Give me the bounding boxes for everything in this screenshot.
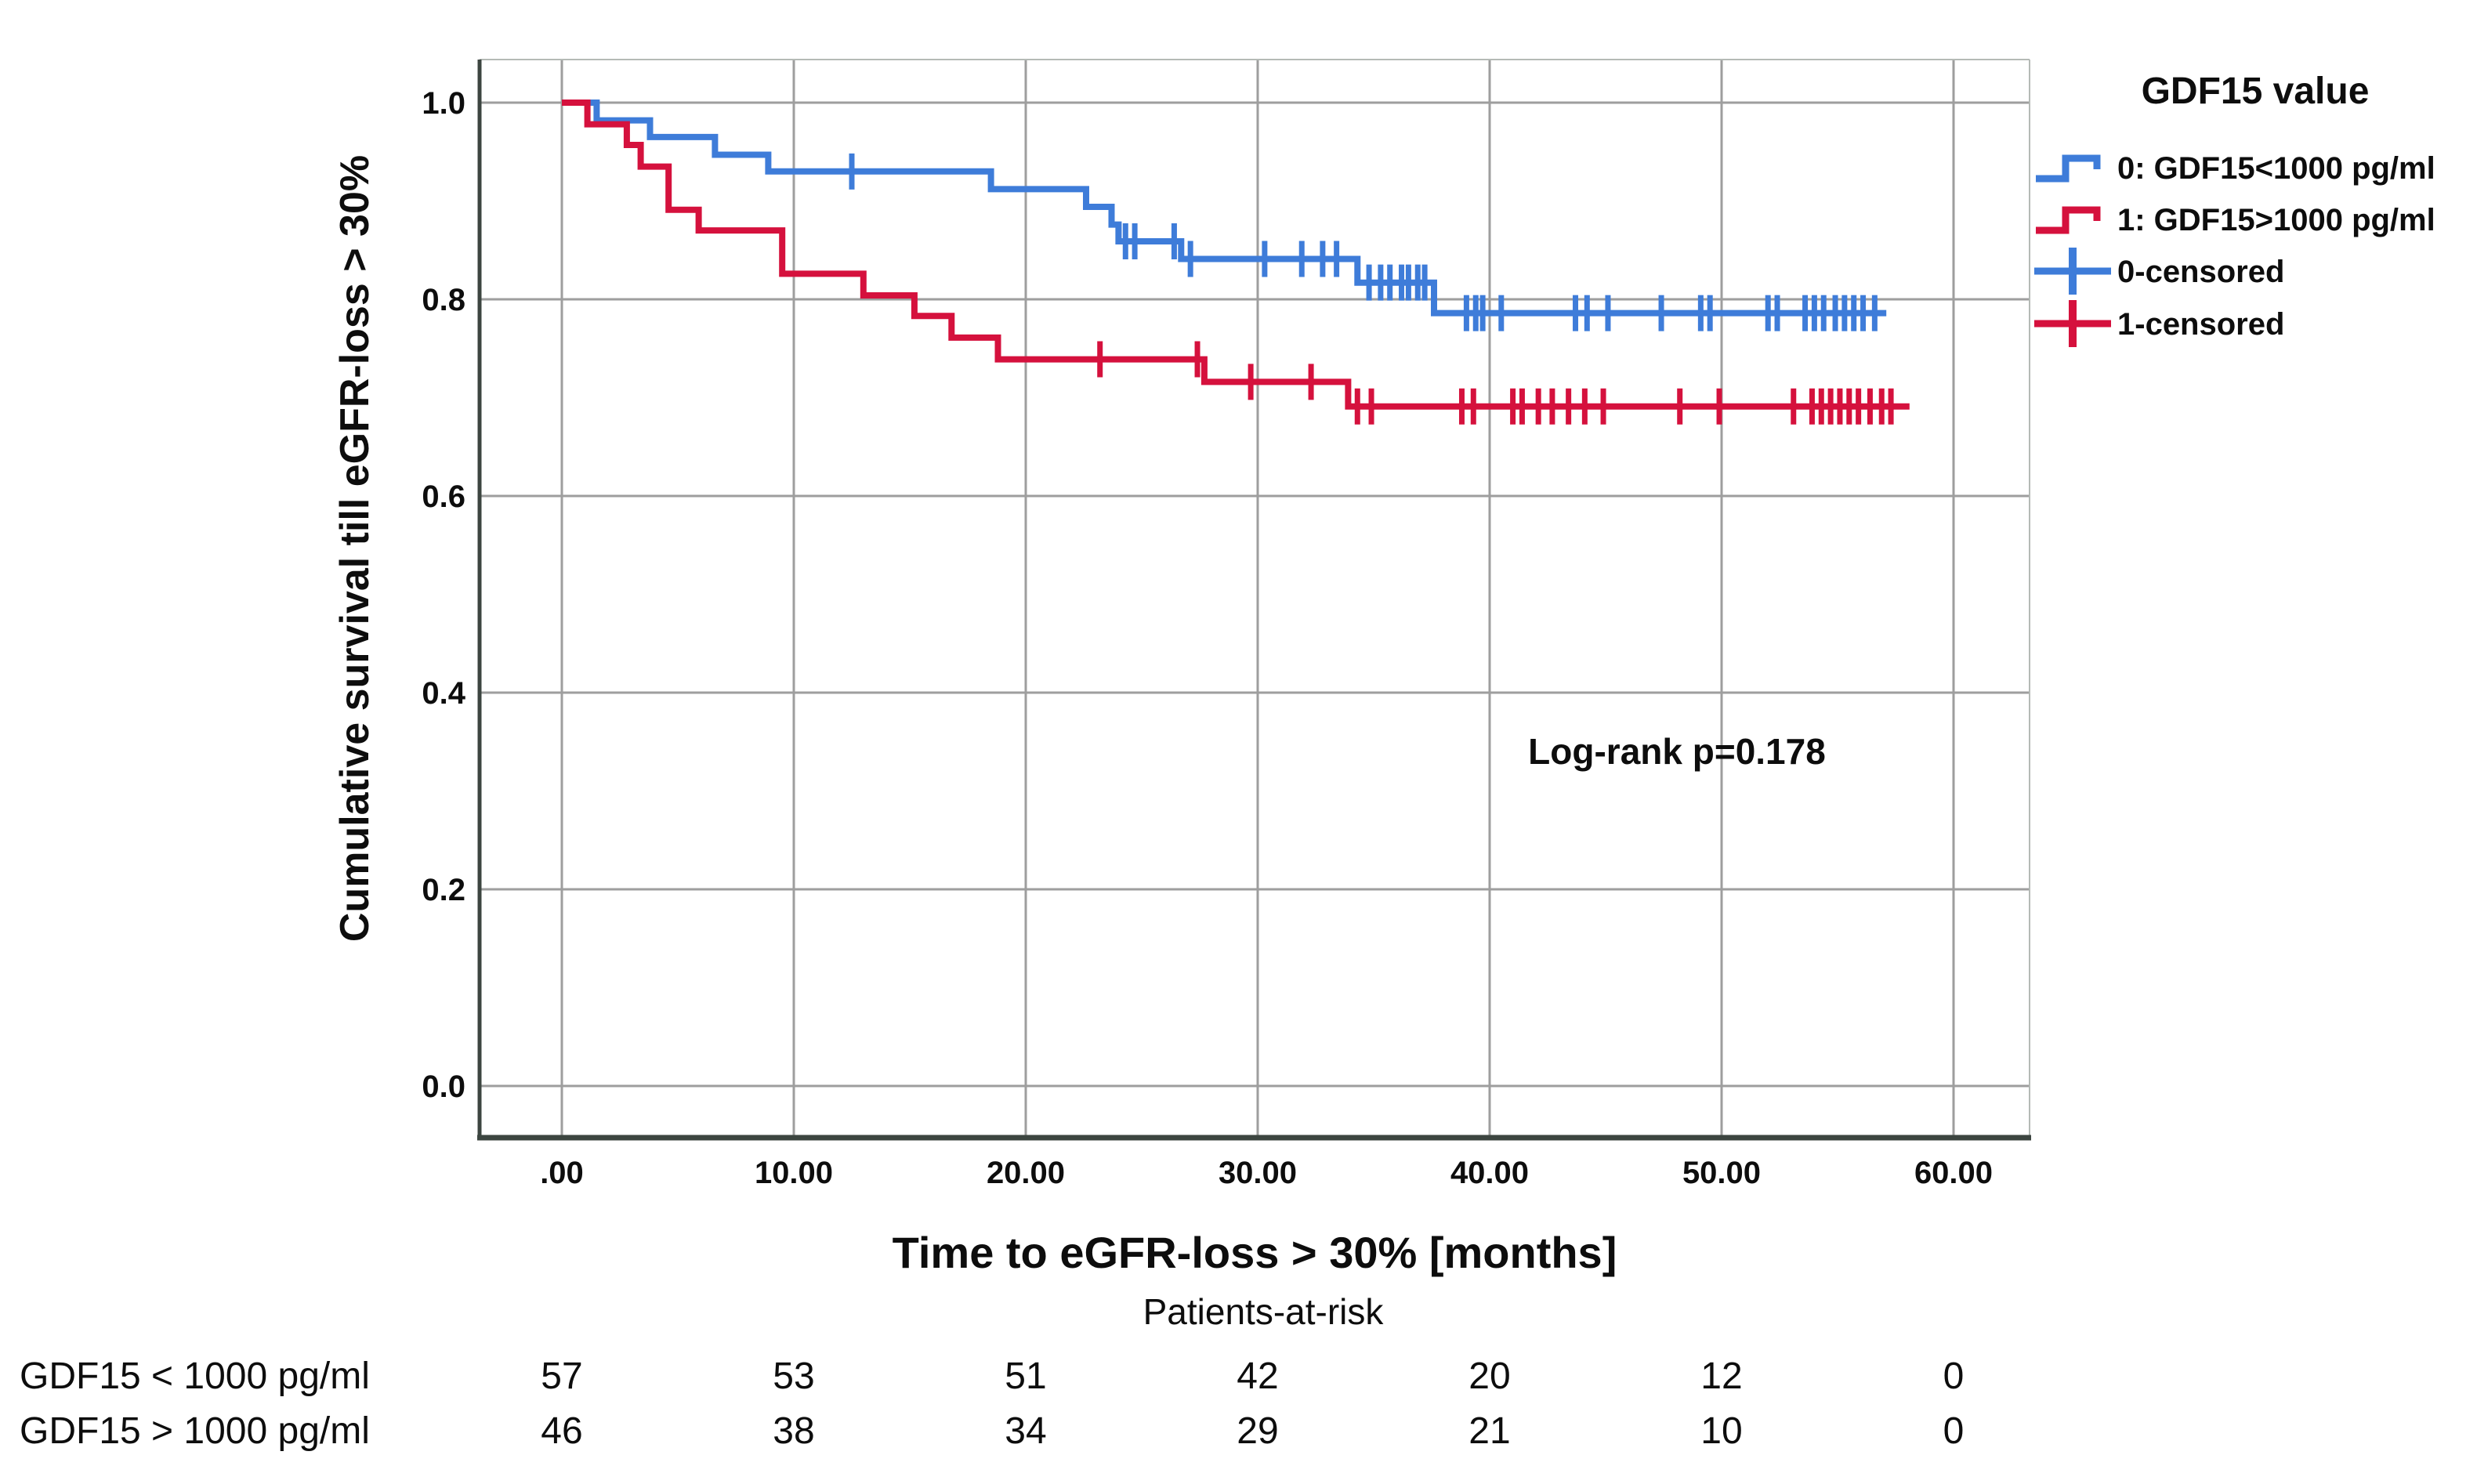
at-risk-value: 42 bbox=[1237, 1356, 1278, 1397]
at-risk-value: 34 bbox=[1005, 1410, 1046, 1452]
at-risk-header: Patients-at-risk bbox=[1143, 1291, 1385, 1332]
censor-marks bbox=[849, 153, 1894, 425]
at-risk-value: 29 bbox=[1237, 1410, 1278, 1452]
legend-title: GDF15 value bbox=[2142, 71, 2370, 112]
y-axis-title: Cumulative survival till eGFR-loss > 30% bbox=[332, 155, 378, 942]
y-tick-label: 0.2 bbox=[422, 873, 465, 907]
at-risk-value: 38 bbox=[773, 1410, 814, 1452]
legend: GDF15 value 0: GDF15<1000 pg/ml 1: GDF15… bbox=[2034, 71, 2435, 347]
plot-frame bbox=[477, 59, 2031, 1141]
legend-item-label: 1-censored bbox=[2117, 307, 2284, 342]
legend-item-label: 1: GDF15>1000 pg/ml bbox=[2117, 203, 2435, 237]
log-rank-annotation: Log-rank p=0.178 bbox=[1528, 731, 1826, 772]
y-tick-label: 0.8 bbox=[422, 283, 465, 317]
survival-curves bbox=[562, 100, 1910, 410]
at-risk-row-label-group0: GDF15 < 1000 pg/ml bbox=[20, 1356, 370, 1397]
survival-curve-blue bbox=[562, 100, 1887, 317]
legend-plus-censor-icon-red bbox=[2034, 300, 2111, 347]
x-tick-label: 50.00 bbox=[1682, 1156, 1761, 1190]
at-risk-value: 0 bbox=[1943, 1356, 1965, 1397]
at-risk-value: 57 bbox=[541, 1356, 582, 1397]
at-risk-value: 21 bbox=[1468, 1410, 1510, 1452]
legend-step-line-icon-red bbox=[2036, 206, 2101, 234]
survival-curve-red bbox=[562, 100, 1910, 410]
x-tick-labels: .00 10.00 20.00 30.00 40.00 50.00 60.00 bbox=[540, 1156, 1993, 1190]
grid-lines bbox=[480, 60, 2030, 1138]
at-risk-values: 57 53 51 42 20 12 0 46 38 34 29 21 10 0 bbox=[541, 1356, 1964, 1452]
at-risk-row-label-group1: GDF15 > 1000 pg/ml bbox=[20, 1410, 370, 1452]
x-tick-label: .00 bbox=[540, 1156, 584, 1190]
x-axis-title: Time to eGFR-loss > 30% [months] bbox=[893, 1228, 1617, 1277]
legend-step-line-icon-blue bbox=[2036, 154, 2101, 183]
y-tick-label: 0.0 bbox=[422, 1070, 465, 1104]
x-tick-label: 60.00 bbox=[1914, 1156, 1993, 1190]
at-risk-value: 51 bbox=[1005, 1356, 1046, 1397]
y-tick-label: 1.0 bbox=[422, 86, 465, 121]
at-risk-value: 46 bbox=[541, 1410, 582, 1452]
legend-item-label: 0-censored bbox=[2117, 255, 2284, 289]
x-tick-label: 20.00 bbox=[987, 1156, 1065, 1190]
legend-plus-censor-icon-blue bbox=[2034, 248, 2111, 295]
y-tick-labels: 1.0 0.8 0.6 0.4 0.2 0.0 bbox=[422, 86, 465, 1104]
at-risk-value: 0 bbox=[1943, 1410, 1965, 1452]
at-risk-value: 53 bbox=[773, 1356, 814, 1397]
legend-item-label: 0: GDF15<1000 pg/ml bbox=[2117, 151, 2435, 186]
at-risk-value: 10 bbox=[1700, 1410, 1742, 1452]
x-tick-label: 30.00 bbox=[1219, 1156, 1297, 1190]
x-tick-label: 10.00 bbox=[755, 1156, 833, 1190]
x-tick-label: 40.00 bbox=[1450, 1156, 1529, 1190]
at-risk-value: 20 bbox=[1468, 1356, 1510, 1397]
y-tick-label: 0.4 bbox=[422, 676, 465, 711]
at-risk-value: 12 bbox=[1700, 1356, 1742, 1397]
y-tick-label: 0.6 bbox=[422, 480, 465, 514]
